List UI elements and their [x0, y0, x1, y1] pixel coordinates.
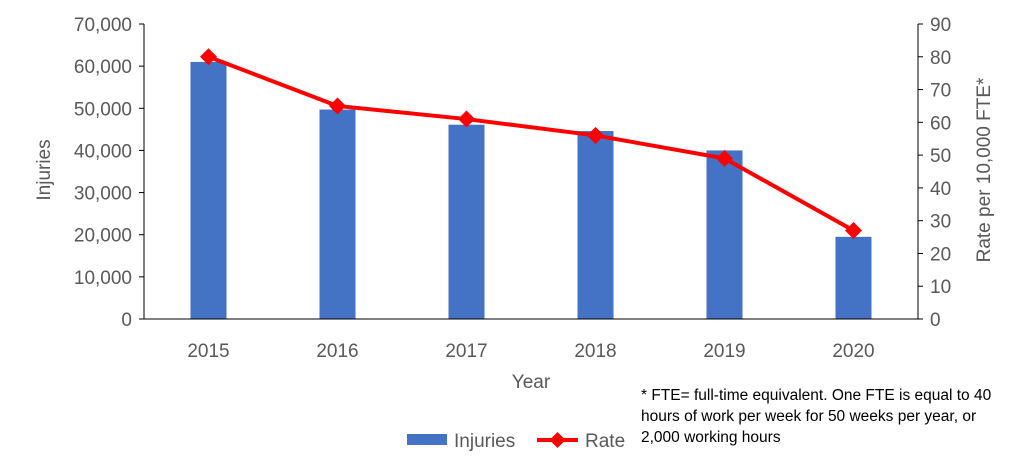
rate-marker-2017 [458, 110, 475, 128]
y2-tick-label: 70 [930, 81, 951, 102]
rate-marker-2019 [716, 149, 733, 167]
y2-tick-label: 0 [930, 310, 941, 331]
y-tick-label: 20,000 [74, 226, 132, 247]
rate-marker-2018 [587, 126, 604, 144]
injury-bars [190, 61, 872, 320]
x-tick-label-2018: 2018 [574, 341, 616, 362]
y-tick-label: 10,000 [74, 268, 132, 289]
y-axis-title: Injuries [34, 139, 55, 200]
rate-marker-2016 [329, 97, 346, 115]
legend-rate-marker [549, 432, 566, 448]
y-tick-label: 50,000 [74, 99, 132, 120]
y-tick-label: 30,000 [74, 184, 132, 205]
x-axis-ticks: 2015 2016 2017 2018 2019 2020 [187, 341, 874, 362]
y2-tick-label: 40 [930, 179, 951, 200]
y2-tick-label: 90 [930, 15, 951, 36]
y2-tick-label: 80 [930, 48, 951, 69]
y-tick-label: 70,000 [74, 15, 132, 36]
rate-line [207, 54, 855, 233]
y2-tick-label: 50 [930, 146, 951, 167]
bar-injuries-2018 [577, 131, 614, 319]
right-axis-ticks: 0 10 20 30 40 50 60 70 80 90 [918, 15, 951, 331]
y-tick-label: 60,000 [74, 57, 132, 78]
legend: Injuries Rate [407, 431, 625, 452]
x-tick-label-2015: 2015 [187, 341, 229, 362]
fte-footnote: * FTE= full-time equivalent. One FTE is … [641, 387, 992, 446]
y2-tick-label: 20 [930, 244, 951, 265]
legend-rate-label: Rate [585, 431, 625, 452]
rate-marker-2015 [200, 48, 217, 66]
y-tick-label: 0 [121, 310, 132, 331]
y2-tick-label: 30 [930, 212, 951, 233]
y-tick-label: 40,000 [74, 141, 132, 162]
y2-axis-title: Rate per 10,000 FTE* [974, 77, 995, 262]
x-axis-title: Year [512, 372, 551, 393]
y2-tick-label: 60 [930, 113, 951, 134]
left-axis-ticks: 0 10,000 20,000 30,000 40,000 50,000 60,000 70,… [74, 15, 144, 331]
x-tick-label-2020: 2020 [832, 341, 874, 362]
bar-injuries-2017 [448, 124, 485, 319]
bar-injuries-2016 [319, 109, 356, 319]
bar-injuries-2015 [190, 61, 227, 320]
bar-injuries-2019 [706, 150, 743, 319]
x-tick-label-2019: 2019 [703, 341, 745, 362]
legend-injuries-swatch [407, 434, 447, 445]
axes [143, 24, 919, 320]
x-tick-label-2017: 2017 [445, 341, 487, 362]
bar-injuries-2020 [835, 236, 872, 319]
x-tick-label-2016: 2016 [316, 341, 358, 362]
rate-marker-2020 [845, 222, 862, 239]
y2-tick-label: 10 [930, 277, 951, 298]
legend-injuries-label: Injuries [454, 431, 515, 452]
rate-series [200, 48, 862, 239]
